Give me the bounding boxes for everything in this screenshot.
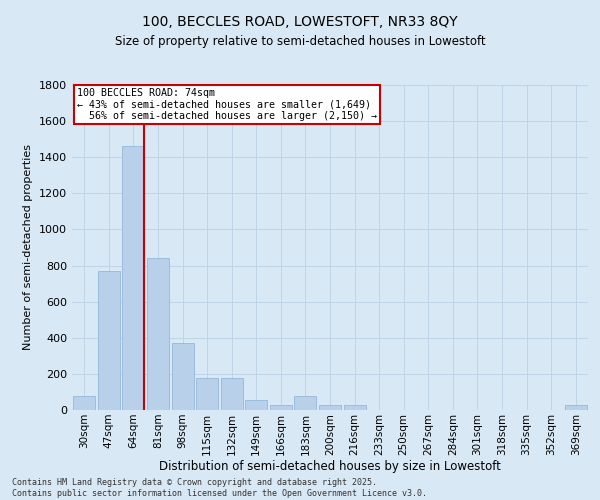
Bar	[270, 404, 292, 410]
Bar	[295, 396, 316, 410]
Bar	[73, 396, 95, 410]
Bar	[172, 343, 194, 410]
Text: 100 BECCLES ROAD: 74sqm
← 43% of semi-detached houses are smaller (1,649)
  56% : 100 BECCLES ROAD: 74sqm ← 43% of semi-de…	[77, 88, 377, 122]
Bar	[344, 406, 365, 410]
Bar	[319, 404, 341, 410]
Bar	[196, 378, 218, 410]
Bar	[245, 400, 268, 410]
Bar	[122, 146, 145, 410]
Y-axis label: Number of semi-detached properties: Number of semi-detached properties	[23, 144, 34, 350]
Bar	[565, 406, 587, 410]
Bar	[147, 258, 169, 410]
Text: Size of property relative to semi-detached houses in Lowestoft: Size of property relative to semi-detach…	[115, 35, 485, 48]
X-axis label: Distribution of semi-detached houses by size in Lowestoft: Distribution of semi-detached houses by …	[159, 460, 501, 473]
Bar	[221, 378, 243, 410]
Text: 100, BECCLES ROAD, LOWESTOFT, NR33 8QY: 100, BECCLES ROAD, LOWESTOFT, NR33 8QY	[142, 15, 458, 29]
Text: Contains HM Land Registry data © Crown copyright and database right 2025.
Contai: Contains HM Land Registry data © Crown c…	[12, 478, 427, 498]
Bar	[98, 271, 120, 410]
